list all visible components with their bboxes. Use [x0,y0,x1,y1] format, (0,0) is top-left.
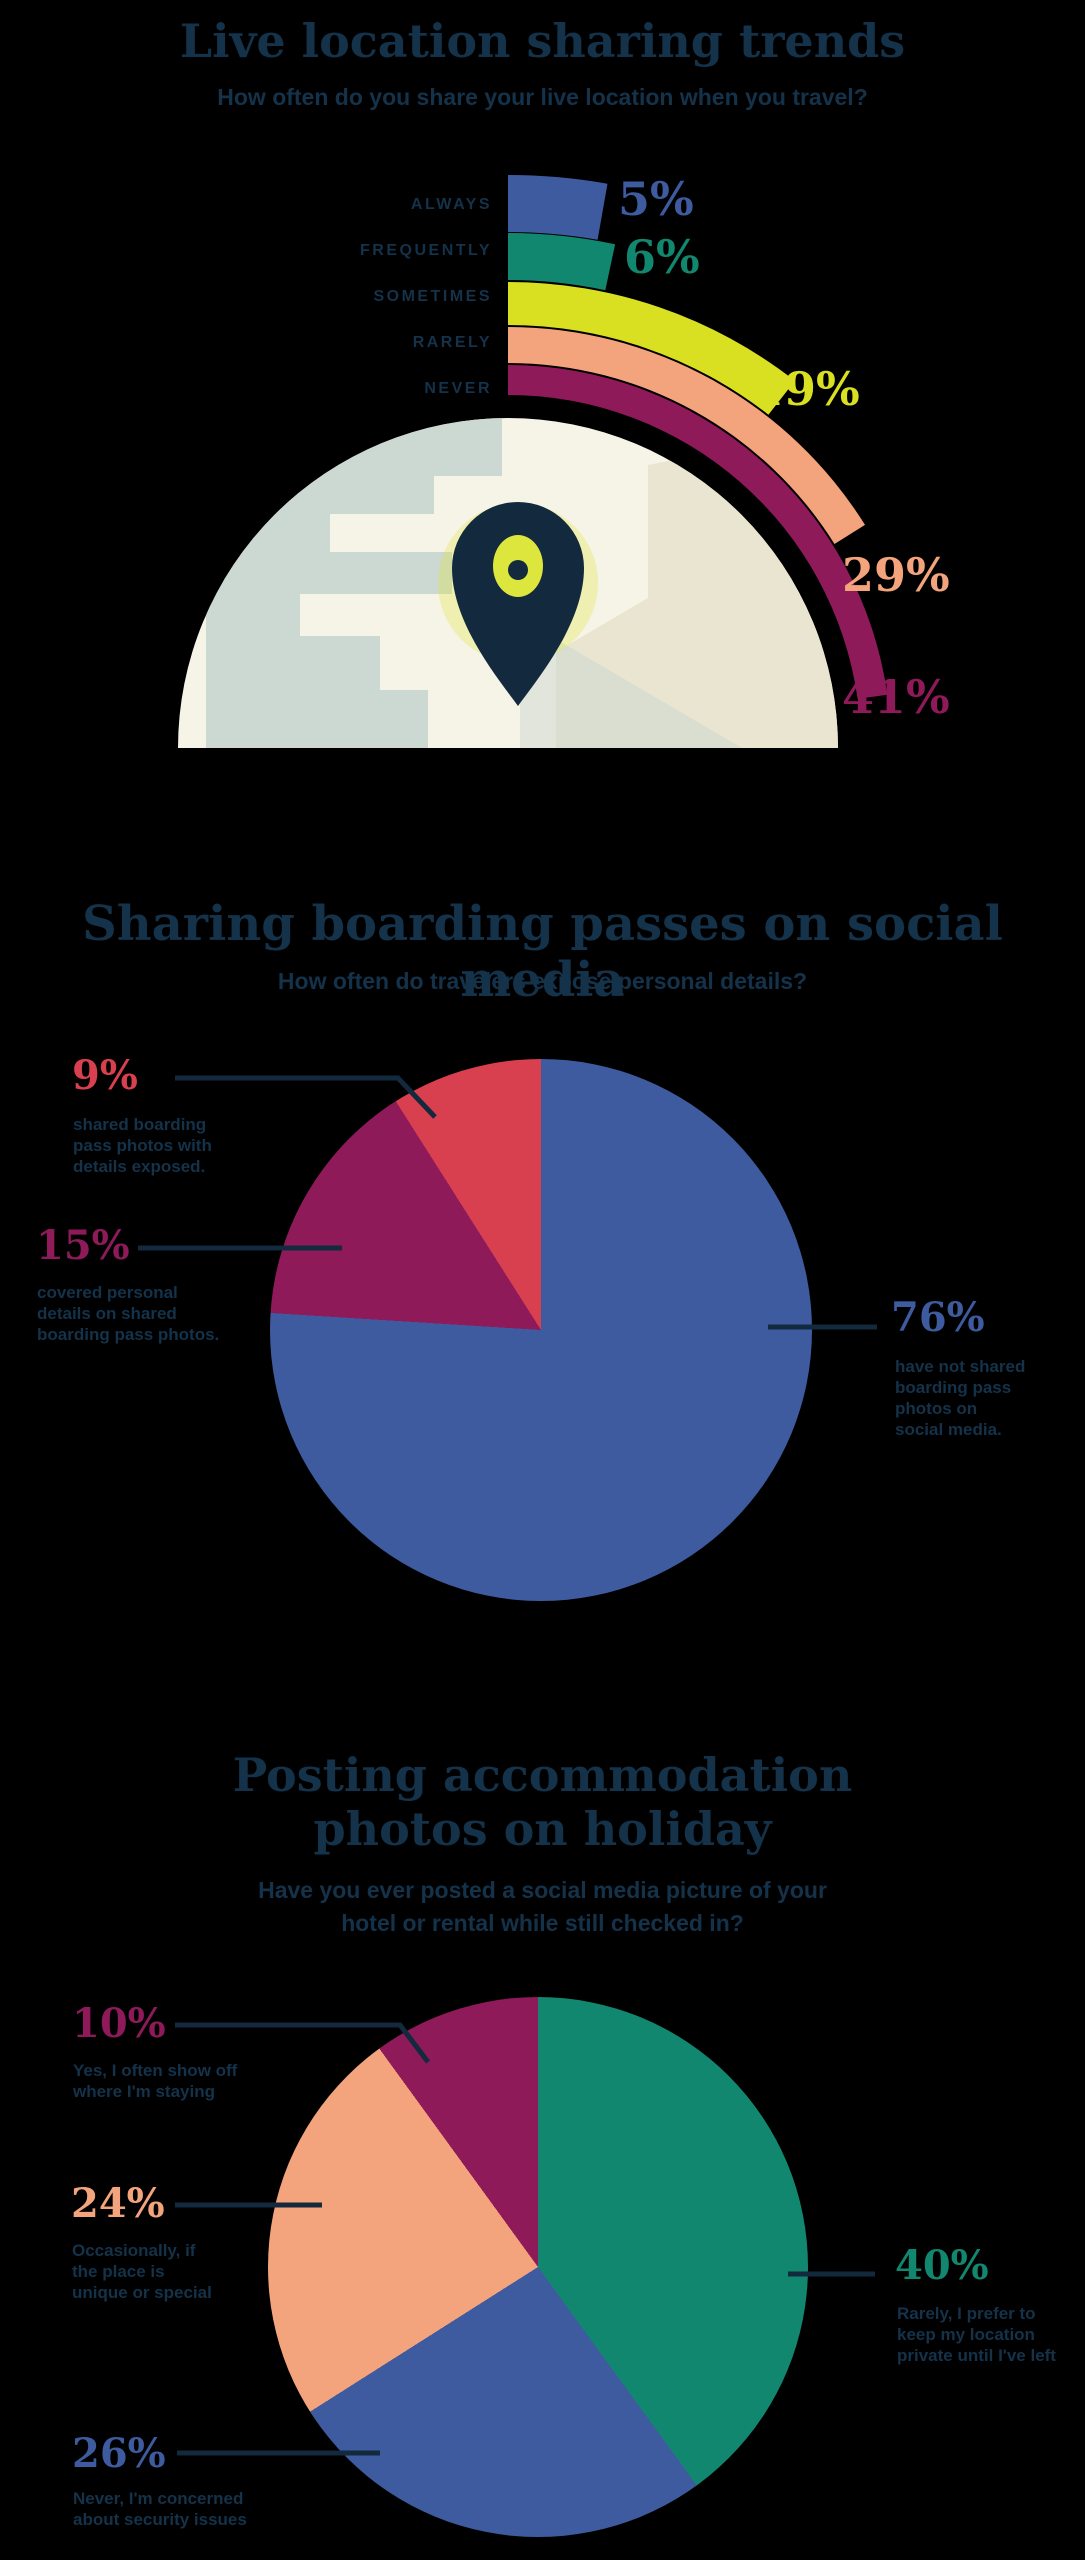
chart1-category-sometimes: SOMETIMES [373,288,492,305]
arc-segment-frequently [508,233,616,291]
chart1-category-rarely: RARELY [412,334,492,351]
chart2-subtitle: How often do travelers expose personal d… [277,968,808,994]
radial-arc-chart [178,175,888,748]
chart3-desc-40: Rarely, I prefer to keep my location pri… [897,2304,1056,2365]
chart1-value-always: 5% [618,172,694,226]
chart3-value-40: 40% [895,2242,989,2289]
arc-segment-always [508,175,608,240]
arc-segment-rarely [508,327,865,544]
chart2-value-9: 9% [72,1052,138,1099]
chart3-value-24: 24% [71,2180,165,2227]
arc-segment-never [508,365,888,699]
continent-shape [520,618,742,748]
chart2-title: Sharing boarding passes on social media [82,896,1003,1008]
boarding-pass-pie-chart [270,1059,812,1601]
chart1-value-never: 41% [842,670,950,724]
chart2-desc-15: covered personal details on shared board… [37,1283,220,1344]
chart3-title: Posting accommodation photos on holiday [232,1748,853,1856]
chart1-category-frequently: FREQUENTLY [360,242,492,259]
chart3-subtitle: Have you ever posted a social media pict… [258,1877,827,1936]
chart2-desc-9: shared boarding pass photos with details… [73,1115,212,1176]
chart1-value-rarely: 29% [842,548,950,602]
chart2-desc-76: have not shared boarding pass photos on … [895,1357,1026,1439]
location-pin-icon [452,502,584,706]
chart3-value-10: 10% [72,2000,166,2047]
chart2-value-15: 15% [36,1222,130,1269]
chart3-desc-24: Occasionally, if the place is unique or … [72,2241,212,2302]
chart1-category-always: ALWAYS [410,196,492,213]
chart1-category-never: NEVER [424,380,492,397]
arc-segments [508,175,888,699]
arc-segment-sometimes [508,282,795,415]
chart1-value-frequently: 6% [624,230,700,284]
chart2-value-76: 76% [891,1294,985,1341]
chart1-title: Live location sharing trends [179,14,906,68]
chart1-subtitle: How often do you share your live locatio… [217,84,868,110]
chart3-desc-10: Yes, I often show off where I'm staying [73,2061,238,2101]
accommodation-pie-chart [268,1997,808,2537]
chart3-desc-26: Never, I'm concerned about security issu… [73,2489,247,2529]
chart1-value-sometimes: 19% [752,362,860,416]
chart3-value-26: 26% [72,2430,166,2477]
